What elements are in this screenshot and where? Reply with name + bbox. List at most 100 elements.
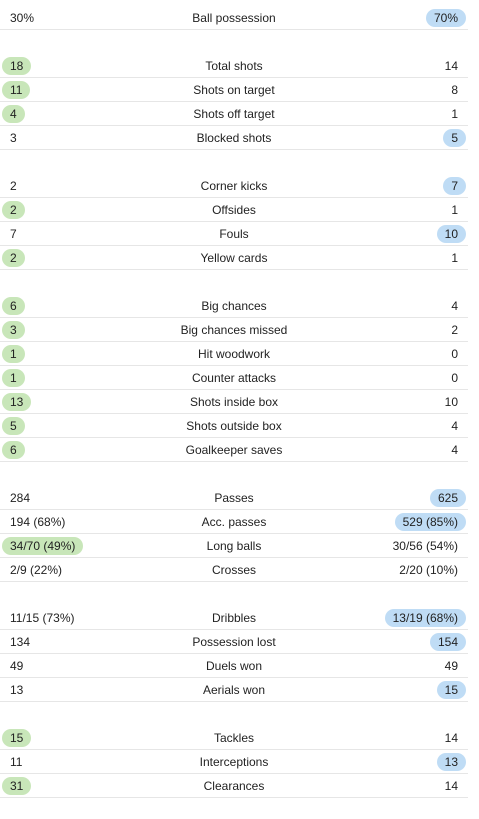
away-value-highlight: 154 (429, 633, 466, 651)
away-value-text: 0 (451, 347, 458, 361)
stat-label: Shots outside box (186, 419, 282, 433)
away-value-text: 1 (451, 251, 458, 265)
stat-label: Shots inside box (189, 395, 279, 409)
away-value-highlight: 13/19 (68%) (384, 609, 466, 627)
home-value-highlight: 18 (2, 57, 32, 75)
row-divider (0, 749, 468, 750)
row-divider (0, 557, 468, 558)
home-value-highlight: 6 (2, 441, 25, 459)
stat-label: Corner kicks (200, 179, 268, 193)
away-value-text: 4 (451, 443, 458, 457)
home-value-highlight: 2 (2, 249, 25, 267)
stat-label: Shots on target (193, 83, 275, 97)
home-value: 3 (2, 321, 25, 339)
home-value: 34/70 (49%) (2, 537, 84, 555)
home-value: 11 (2, 753, 30, 771)
stat-row: 11 Interceptions 13 (0, 750, 468, 774)
away-value-text: 8 (451, 83, 458, 97)
row-divider (0, 389, 468, 390)
stat-label: Shots off target (193, 107, 275, 121)
away-value-highlight: 15 (436, 681, 466, 699)
away-value: 14 (437, 777, 466, 795)
away-value: 13 (436, 753, 466, 771)
home-value-highlight: 31 (2, 777, 32, 795)
away-value: 14 (437, 729, 466, 747)
home-value-highlight: 13 (2, 393, 32, 411)
home-value-text: 13 (10, 683, 24, 697)
row-divider (0, 245, 468, 246)
stat-row: 34/70 (49%) Long balls 30/56 (54%) (0, 534, 468, 558)
home-value: 1 (2, 369, 25, 387)
home-value: 5 (2, 417, 25, 435)
home-value: 284 (2, 489, 38, 507)
row-divider (0, 149, 468, 150)
away-value: 5 (443, 129, 466, 147)
stat-row: 2 Corner kicks 7 (0, 174, 468, 198)
home-value-highlight: 11 (2, 81, 31, 99)
row-divider (0, 365, 468, 366)
row-divider (0, 653, 468, 654)
stat-label: Interceptions (199, 755, 269, 769)
away-value-highlight: 10 (436, 225, 466, 243)
row-divider (0, 221, 468, 222)
away-value: 70% (425, 9, 466, 27)
away-value: 529 (85%) (394, 513, 466, 531)
row-divider (0, 77, 468, 78)
stat-row: 13 Aerials won 15 (0, 678, 468, 702)
home-value-highlight: 5 (2, 417, 25, 435)
row-divider (0, 797, 468, 798)
row-divider (0, 461, 468, 462)
away-value: 2 (443, 321, 466, 339)
stat-row: 13 Shots inside box 10 (0, 390, 468, 414)
stat-label: Ball possession (192, 11, 276, 25)
stat-row: 4 Shots off target 1 (0, 102, 468, 126)
stat-label: Total shots (205, 59, 263, 73)
home-value-highlight: 2 (2, 201, 25, 219)
away-value-highlight: 625 (429, 489, 466, 507)
stat-label: Clearances (203, 779, 265, 793)
home-value-text: 30% (10, 11, 35, 25)
row-divider (0, 101, 468, 102)
row-divider (0, 437, 468, 438)
home-value: 11 (2, 81, 31, 99)
row-divider (0, 509, 468, 510)
home-value: 11/15 (73%) (2, 609, 82, 627)
away-value-text: 14 (444, 731, 458, 745)
row-divider (0, 533, 468, 534)
row-divider (0, 629, 468, 630)
home-value: 49 (2, 657, 31, 675)
away-value: 1 (443, 105, 466, 123)
stat-label: Counter attacks (191, 371, 277, 385)
stat-row: 30% Ball possession 70% (0, 6, 468, 30)
away-value-highlight: 13 (436, 753, 466, 771)
row-divider (0, 773, 468, 774)
home-value: 31 (2, 777, 32, 795)
stat-label: Dribbles (211, 611, 256, 625)
stat-row: 11 Shots on target 8 (0, 78, 468, 102)
stat-row: 284 Passes 625 (0, 486, 468, 510)
home-value-text: 49 (10, 659, 24, 673)
stat-label: Blocked shots (196, 131, 272, 145)
home-value: 2 (2, 201, 25, 219)
away-value: 8 (443, 81, 466, 99)
away-value-text: 4 (451, 299, 458, 313)
away-value-text: 10 (444, 395, 458, 409)
home-value: 13 (2, 681, 31, 699)
home-value-highlight: 1 (2, 345, 25, 363)
away-value: 4 (443, 417, 466, 435)
home-value: 1 (2, 345, 25, 363)
stat-row: 3 Big chances missed 2 (0, 318, 468, 342)
stat-label: Acc. passes (201, 515, 267, 529)
home-value-highlight: 4 (2, 105, 25, 123)
away-value-highlight: 5 (443, 129, 466, 147)
stat-label: Big chances missed (180, 323, 288, 337)
away-value: 1 (443, 201, 466, 219)
row-divider (0, 677, 468, 678)
away-value-highlight: 7 (443, 177, 466, 195)
stat-row: 6 Big chances 4 (0, 294, 468, 318)
stat-label: Passes (214, 491, 254, 505)
stat-row: 194 (68%) Acc. passes 529 (85%) (0, 510, 468, 534)
away-value-text: 2 (451, 323, 458, 337)
home-value-text: 7 (10, 227, 17, 241)
away-value-text: 49 (444, 659, 458, 673)
